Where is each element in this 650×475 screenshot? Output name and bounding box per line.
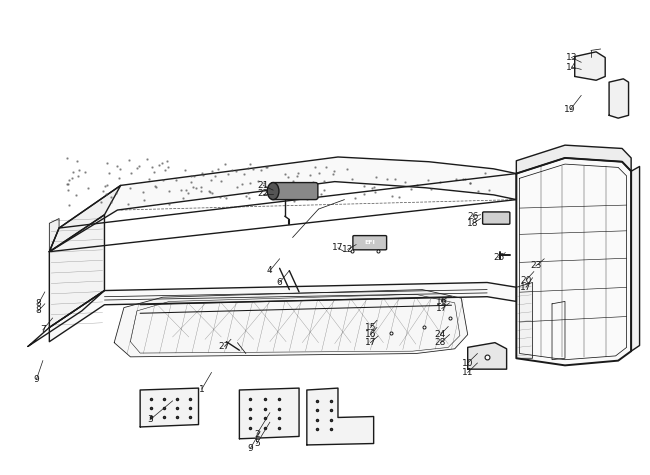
Polygon shape [49,215,105,327]
Polygon shape [609,79,629,118]
Text: 11: 11 [462,368,473,377]
Polygon shape [239,388,299,439]
Polygon shape [49,218,59,252]
Text: 5: 5 [254,439,260,448]
Text: 2: 2 [254,429,260,438]
Text: 14: 14 [566,63,577,72]
Text: 3: 3 [147,415,153,424]
Text: 16: 16 [365,330,376,339]
Text: 12: 12 [342,245,354,254]
FancyBboxPatch shape [353,236,387,250]
Polygon shape [575,52,605,80]
Text: EFI: EFI [364,240,375,245]
Polygon shape [114,290,468,357]
Polygon shape [49,185,121,252]
Text: 16: 16 [436,297,447,306]
Text: 27: 27 [219,342,230,351]
Polygon shape [468,342,506,369]
Text: 17: 17 [520,283,532,292]
Text: 17: 17 [365,338,376,347]
FancyBboxPatch shape [482,212,510,224]
Polygon shape [49,157,516,252]
Text: 17: 17 [436,304,447,313]
Text: 4: 4 [267,266,273,275]
Text: 8: 8 [36,299,41,308]
FancyBboxPatch shape [270,182,318,200]
Text: 28: 28 [435,338,446,347]
Text: 9: 9 [34,375,39,384]
Text: 23: 23 [530,261,541,270]
Ellipse shape [267,182,279,200]
Polygon shape [516,158,631,365]
Text: 17: 17 [332,243,344,252]
Text: 7: 7 [40,325,46,334]
Text: 21: 21 [257,181,269,190]
Text: 20: 20 [521,276,532,285]
Polygon shape [140,388,198,427]
Text: 1: 1 [199,385,205,394]
Text: 8: 8 [36,306,41,315]
Text: 10: 10 [462,359,473,368]
Text: 19: 19 [564,105,576,114]
Text: 24: 24 [435,330,446,339]
Text: 9: 9 [248,444,254,453]
Text: 26: 26 [467,212,478,221]
Polygon shape [307,388,374,445]
Polygon shape [631,166,640,351]
Polygon shape [516,145,631,173]
Text: 6: 6 [277,278,283,287]
Polygon shape [49,283,516,342]
Text: 15: 15 [365,323,376,332]
Text: 25: 25 [493,253,504,262]
Text: 22: 22 [258,190,269,199]
Text: 13: 13 [566,53,577,62]
Text: 18: 18 [467,219,478,228]
Polygon shape [516,283,532,358]
